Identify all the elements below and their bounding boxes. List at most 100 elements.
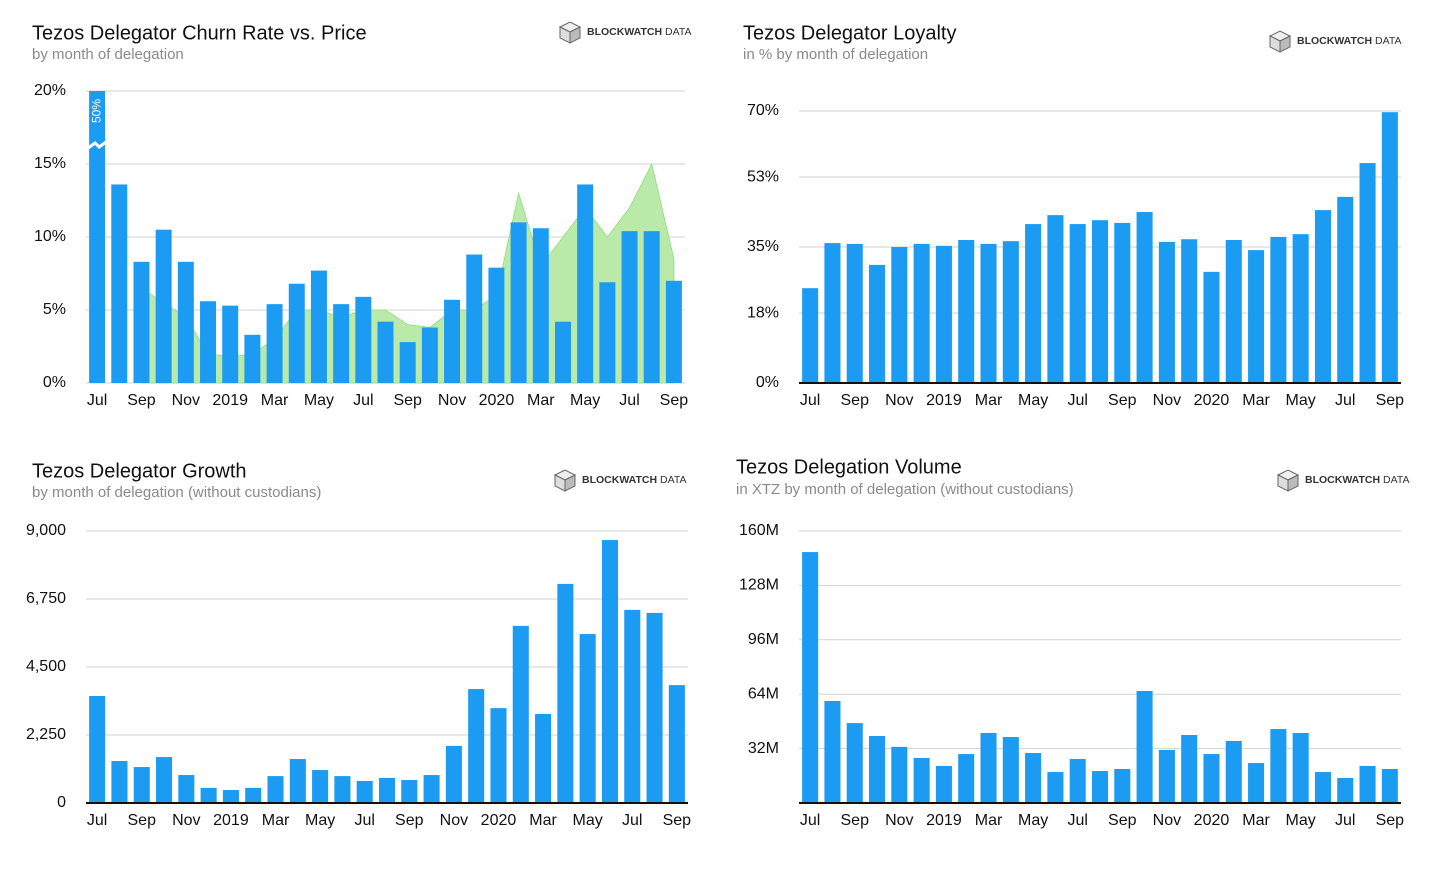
bar [579,634,596,803]
x-tick-label: Nov [885,812,913,829]
chart-subtitle: by month of delegation (without custodia… [32,484,321,501]
y-tick-label: 35% [747,238,779,255]
bar [1381,112,1398,383]
y-tick-label: 96M [748,631,779,648]
bar [958,754,975,803]
bar [891,247,908,383]
bar [643,231,660,383]
bar [200,301,217,383]
x-tick-label: Jul [354,812,374,829]
x-tick-label: Sep [127,392,156,409]
x-tick-label: Nov [440,812,468,829]
bar [1292,732,1309,803]
y-tick-label: 0% [756,374,779,391]
bar [512,625,529,803]
bar [288,283,305,383]
bar [267,776,284,803]
bar [1069,758,1086,803]
y-tick-label: 2,250 [26,726,66,743]
bar [266,304,283,383]
y-tick-label: 160M [739,522,779,539]
y-tick-label: 20% [34,82,66,99]
bar [1025,224,1042,383]
x-tick-label: Jul [622,812,642,829]
bar [1047,772,1064,803]
x-tick-label: May [1286,392,1316,409]
x-tick-label: Jul [619,392,639,409]
x-tick-label: May [573,812,603,829]
chart-panel: Tezos Delegator Churn Rate vs. Price by m… [32,21,692,409]
bar [1270,236,1287,383]
x-tick-label: Mar [262,812,290,829]
x-tick-label: 2019 [926,392,962,409]
bar [399,342,416,383]
bar [846,243,863,383]
logo-text: BLOCKWATCH DATA [1297,35,1402,47]
bar [1002,737,1019,803]
bar [178,775,195,803]
bar [532,228,549,383]
logo: BLOCKWATCH DATA [1268,30,1402,53]
x-tick-label: Nov [1153,812,1181,829]
bar [1025,753,1042,803]
bar [1114,769,1131,803]
logo-word: DATA [665,26,691,38]
bar [1314,772,1331,803]
logo: BLOCKWATCH DATA [558,21,692,44]
x-tick-label: May [305,812,335,829]
x-tick-label: Sep [393,392,422,409]
logo-cube-right [1279,35,1291,53]
x-tick-label: May [1018,392,1048,409]
bar [111,760,128,803]
bar [980,243,997,383]
x-tick-label: Jul [1067,392,1087,409]
bar [1381,769,1398,803]
bar [577,184,594,383]
chart-title: Tezos Delegation Volume [736,456,962,478]
bar [200,787,217,803]
bar [1359,163,1376,383]
x-tick-label: Nov [172,392,200,409]
y-tick-label: 18% [747,304,779,321]
bar [222,790,239,803]
x-tick-label: 2020 [1194,812,1230,829]
bar [356,780,373,803]
bar [1203,271,1220,383]
x-tick-label: 2020 [481,812,517,829]
bar [401,780,418,803]
x-tick-label: Sep [1376,812,1405,829]
y-tick-label: 4,500 [26,658,66,675]
bar [1181,239,1198,383]
logo: BLOCKWATCH DATA [1276,469,1410,492]
x-tick-label: Mar [1242,812,1270,829]
y-tick-label: 0 [57,794,66,811]
bar [289,759,306,803]
x-tick-label: 2019 [213,812,249,829]
x-tick-label: Sep [660,392,689,409]
x-tick-label: Jul [1335,812,1355,829]
bar [869,264,886,383]
x-tick-label: Sep [1108,812,1137,829]
x-tick-label: Sep [1376,392,1405,409]
y-tick-label: 5% [43,301,66,318]
y-tick-label: 64M [748,685,779,702]
y-tick-label: 6,750 [26,590,66,607]
bar [111,184,128,383]
bar [334,776,351,803]
bar [621,231,638,383]
x-tick-label: Mar [975,392,1003,409]
bar [312,770,329,803]
chart-panel: Tezos Delegation Volume in XTZ by month o… [736,456,1410,829]
bar [1181,735,1198,803]
bar [423,775,440,803]
bar [980,732,997,803]
x-tick-label: Sep [663,812,692,829]
x-tick-label: Jul [87,392,107,409]
x-tick-label: May [1018,812,1048,829]
bar [1337,196,1354,383]
bar [935,765,952,803]
y-tick-label: 10% [34,228,66,245]
bar [869,736,886,803]
bar [891,746,908,803]
value-label: 50% [89,99,103,123]
